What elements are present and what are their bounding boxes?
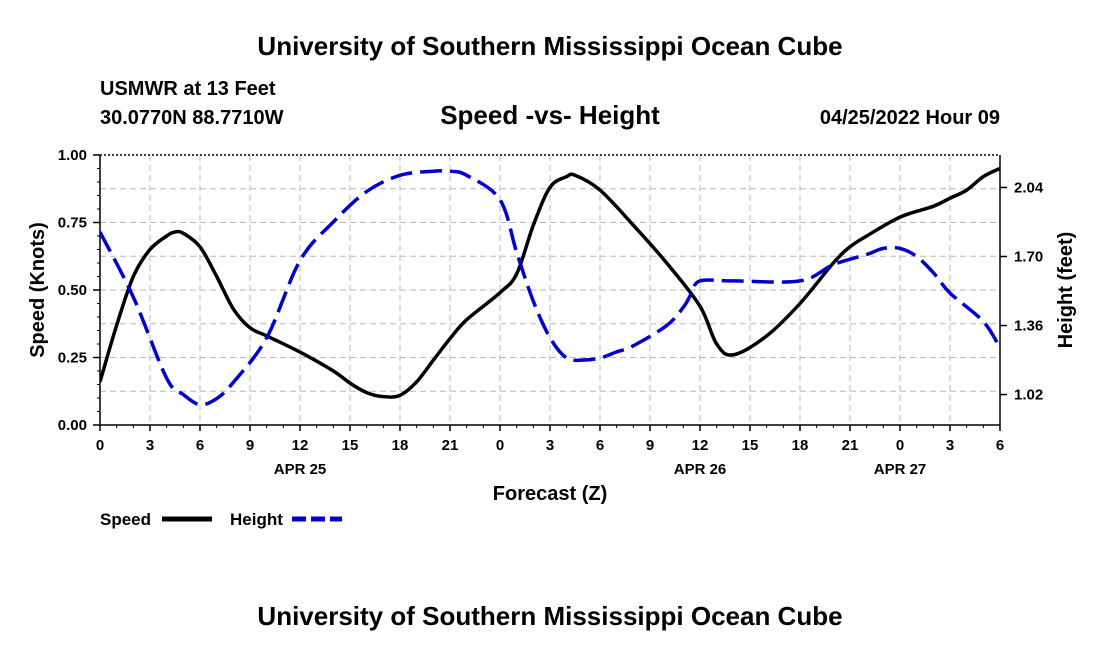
- y-tick-label: 1.00: [58, 147, 87, 164]
- y2-tick-label: 2.04: [1014, 179, 1044, 196]
- x-tick-label: 12: [692, 437, 709, 454]
- x-date-label: APR 25: [274, 461, 327, 478]
- x-tick-label: 15: [742, 437, 759, 454]
- figure-title: University of Southern Mississippi Ocean…: [257, 31, 842, 61]
- y-tick-label: 0.50: [58, 282, 87, 299]
- x-tick-label: 9: [646, 437, 654, 454]
- x-tick-label: 15: [342, 437, 359, 454]
- chart-title: Speed -vs- Height: [440, 100, 660, 130]
- x-tick-label: 3: [946, 437, 954, 454]
- x-tick-label: 3: [146, 437, 154, 454]
- x-tick-label: 0: [896, 437, 904, 454]
- legend-speed-label: Speed: [100, 510, 151, 529]
- y-tick-label: 0.00: [58, 417, 87, 434]
- legend: Speed Height: [100, 510, 342, 529]
- y2-tick-label: 1.36: [1014, 318, 1043, 335]
- x-tick-label: 21: [842, 437, 859, 454]
- x-tick-label: 9: [246, 437, 254, 454]
- y-axis-label: Speed (Knots): [27, 222, 49, 358]
- x-tick-label: 6: [596, 437, 604, 454]
- x-axis-label: Forecast (Z): [493, 483, 607, 505]
- x-tick-label: 0: [96, 437, 104, 454]
- timestamp-label: 04/25/2022 Hour 09: [820, 107, 1000, 129]
- x-tick-label: 0: [496, 437, 504, 454]
- y2-axis-label: Height (feet): [1055, 232, 1077, 349]
- y2-tick-label: 1.02: [1014, 387, 1043, 404]
- x-date-label: APR 26: [674, 461, 727, 478]
- x-tick-label: 6: [196, 437, 204, 454]
- x-tick-label: 6: [996, 437, 1004, 454]
- plot-area: 0 3 6 9 12 15 18 21 0 3 6 9 12 15 18 21 0 3 6 APR 25 APR 26 A…: [58, 147, 1044, 478]
- x-tick-label: 18: [392, 437, 409, 454]
- x-tick-label: 18: [792, 437, 809, 454]
- y2-tick-label: 1.70: [1014, 249, 1043, 266]
- footer-title: University of Southern Mississippi Ocean…: [257, 601, 842, 631]
- x-tick-label: 12: [292, 437, 309, 454]
- legend-height-label: Height: [230, 510, 283, 529]
- series-height-line: [100, 169, 1000, 407]
- y-tick-label: 0.25: [58, 350, 87, 367]
- x-tick-label: 3: [546, 437, 554, 454]
- station-label: USMWR at 13 Feet: [100, 78, 276, 100]
- x-tick-label: 21: [442, 437, 459, 454]
- x-date-label: APR 27: [874, 461, 927, 478]
- coordinates-label: 30.0770N 88.7710W: [100, 107, 284, 129]
- y-tick-label: 0.75: [58, 215, 87, 232]
- series-speed-line: [100, 166, 1000, 399]
